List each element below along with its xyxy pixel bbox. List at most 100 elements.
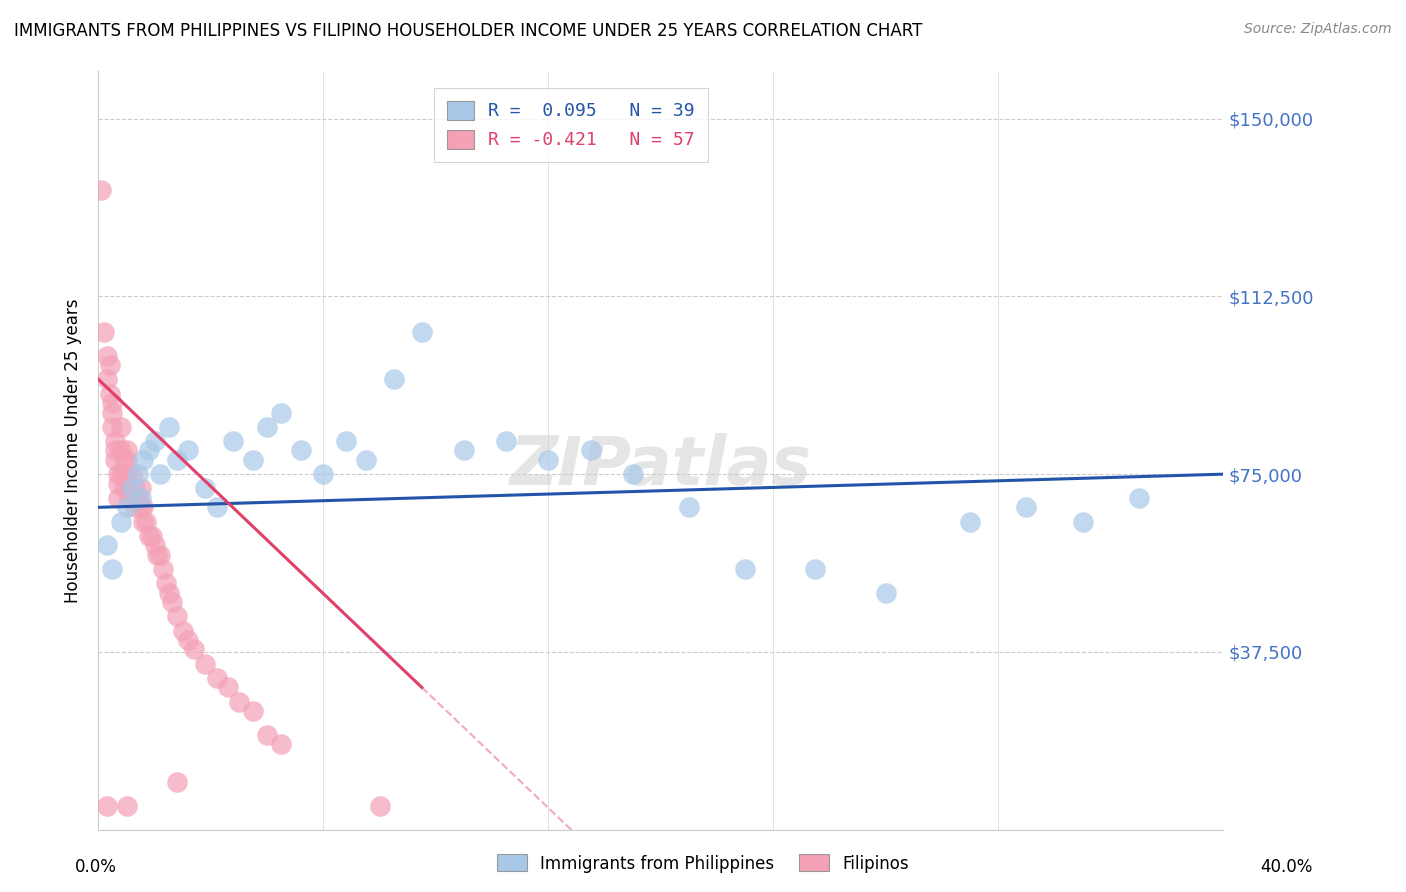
Text: Source: ZipAtlas.com: Source: ZipAtlas.com <box>1244 22 1392 37</box>
Point <box>121 482 143 496</box>
Point <box>270 737 292 751</box>
Point <box>115 453 138 467</box>
Point <box>107 491 129 505</box>
Point <box>121 467 143 482</box>
Point <box>124 500 146 515</box>
Point <box>141 529 163 543</box>
Point <box>149 548 172 562</box>
Point <box>290 443 312 458</box>
Point <box>129 491 152 505</box>
Point <box>242 704 264 718</box>
Point <box>115 798 138 813</box>
Point <box>104 443 127 458</box>
Point <box>96 372 118 386</box>
Point <box>96 538 118 552</box>
Point <box>155 576 177 591</box>
Point <box>166 453 188 467</box>
Point <box>110 467 132 482</box>
Point <box>107 476 129 491</box>
Point <box>354 453 377 467</box>
Point <box>579 443 602 458</box>
Point <box>177 633 200 648</box>
Point <box>143 538 166 552</box>
Point <box>132 515 155 529</box>
Point <box>1071 515 1094 529</box>
Point <box>90 183 112 197</box>
Point <box>101 396 124 410</box>
Point <box>129 482 152 496</box>
Point <box>411 325 433 339</box>
Y-axis label: Householder Income Under 25 years: Householder Income Under 25 years <box>65 298 83 603</box>
Point <box>270 405 292 420</box>
Point <box>256 728 278 742</box>
Point <box>152 562 174 576</box>
Point <box>875 585 897 599</box>
Point <box>110 515 132 529</box>
Point <box>98 358 121 372</box>
Point <box>183 642 205 657</box>
Text: ZIPatlas: ZIPatlas <box>510 433 811 499</box>
Legend: R =  0.095   N = 39, R = -0.421   N = 57: R = 0.095 N = 39, R = -0.421 N = 57 <box>434 88 707 162</box>
Point <box>205 671 228 685</box>
Point <box>146 548 169 562</box>
Point <box>1128 491 1150 505</box>
Point <box>112 453 135 467</box>
Legend: Immigrants from Philippines, Filipinos: Immigrants from Philippines, Filipinos <box>491 847 915 880</box>
Point <box>1015 500 1038 515</box>
Point <box>101 405 124 420</box>
Point <box>804 562 827 576</box>
Point <box>453 443 475 458</box>
Point <box>135 515 157 529</box>
Point <box>194 482 217 496</box>
Point <box>132 500 155 515</box>
Point <box>124 482 146 496</box>
Point <box>127 467 149 482</box>
Point <box>160 595 183 609</box>
Point <box>312 467 335 482</box>
Point <box>734 562 756 576</box>
Point <box>205 500 228 515</box>
Point <box>143 434 166 448</box>
Point <box>138 529 160 543</box>
Point <box>96 349 118 363</box>
Point <box>110 443 132 458</box>
Point <box>101 419 124 434</box>
Point <box>368 798 391 813</box>
Point <box>335 434 357 448</box>
Text: 40.0%: 40.0% <box>1260 858 1313 876</box>
Point <box>678 500 700 515</box>
Point <box>228 695 250 709</box>
Point <box>959 515 981 529</box>
Point <box>93 325 115 339</box>
Point <box>112 482 135 496</box>
Point <box>121 491 143 505</box>
Point <box>138 443 160 458</box>
Point <box>118 482 141 496</box>
Point <box>537 453 560 467</box>
Point <box>110 419 132 434</box>
Point <box>96 798 118 813</box>
Point <box>127 491 149 505</box>
Point <box>256 419 278 434</box>
Point <box>621 467 644 482</box>
Point <box>157 419 180 434</box>
Point <box>115 467 138 482</box>
Text: 0.0%: 0.0% <box>75 858 117 876</box>
Point <box>149 467 172 482</box>
Point <box>166 775 188 789</box>
Point <box>495 434 517 448</box>
Point <box>177 443 200 458</box>
Point <box>172 624 194 638</box>
Point <box>115 500 138 515</box>
Point <box>107 467 129 482</box>
Point <box>98 386 121 401</box>
Point <box>194 657 217 671</box>
Point <box>118 491 141 505</box>
Point <box>217 681 239 695</box>
Point <box>132 453 155 467</box>
Point <box>101 562 124 576</box>
Point <box>104 434 127 448</box>
Point <box>104 453 127 467</box>
Point <box>129 500 152 515</box>
Point <box>222 434 245 448</box>
